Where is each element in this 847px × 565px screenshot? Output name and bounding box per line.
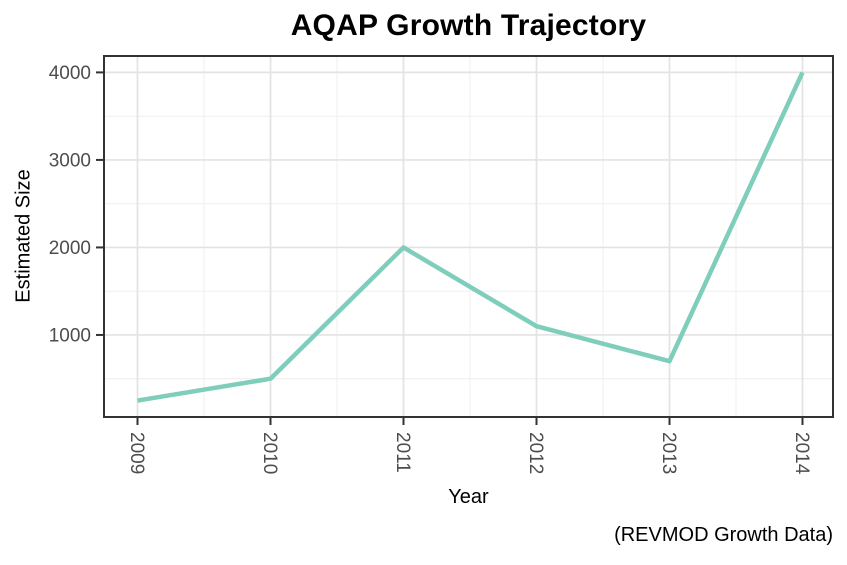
x-tick-label: 2010 <box>259 432 280 474</box>
x-axis-title: Year <box>448 486 489 508</box>
x-tick-label: 2009 <box>126 432 147 474</box>
x-tick-label: 2011 <box>392 432 413 473</box>
y-tick-label: 3000 <box>49 150 91 171</box>
y-tick-label: 2000 <box>49 238 91 259</box>
data-line <box>137 71 805 403</box>
x-tick-label: 2013 <box>658 432 679 474</box>
chart-title: AQAP Growth Trajectory <box>290 9 647 42</box>
y-tick-label: 1000 <box>49 325 91 346</box>
chart-caption: (REVMOD Growth Data) <box>614 524 833 546</box>
panel-background <box>104 56 833 417</box>
y-tick-label: 4000 <box>49 63 91 84</box>
panel-border <box>103 55 834 418</box>
x-tick-label: 2012 <box>525 432 546 474</box>
x-tick-label: 2014 <box>791 432 812 475</box>
